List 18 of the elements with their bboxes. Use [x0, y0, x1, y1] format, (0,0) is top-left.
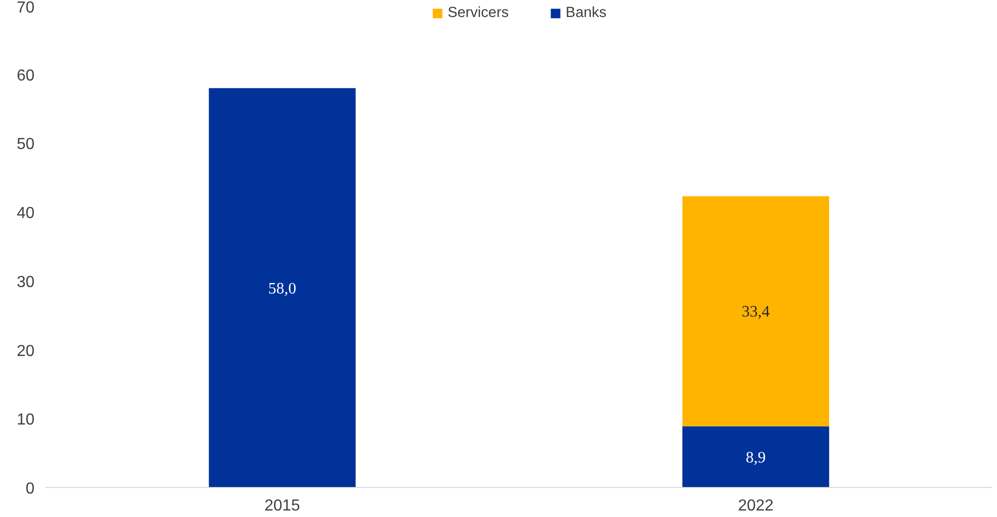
data-label: 8,9: [746, 449, 766, 466]
y-tick-label: 40: [16, 205, 35, 222]
y-tick-label: 10: [16, 412, 35, 429]
y-tick-label: 0: [26, 480, 35, 498]
bar: [208, 88, 356, 488]
y-tick-label: 20: [16, 342, 35, 360]
y-tick-label: 70: [16, 0, 35, 16]
y-tick-label: 50: [16, 136, 35, 154]
data-label: 58,0: [268, 280, 296, 298]
x-tick-label: 2022: [738, 498, 774, 514]
bar: [682, 196, 830, 426]
data-label: 33,4: [742, 304, 770, 321]
legend-label: Servicers: [448, 5, 509, 21]
y-tick-label: 30: [16, 274, 35, 291]
x-tick-label: 2015: [264, 498, 300, 514]
y-tick-label: 60: [16, 67, 35, 84]
legend-label: Banks: [566, 5, 606, 21]
bar: [682, 426, 830, 488]
